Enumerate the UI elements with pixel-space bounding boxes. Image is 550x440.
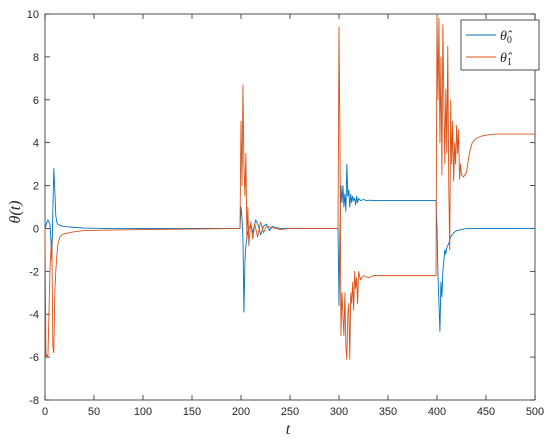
x-axis-label: t [286,421,291,438]
x-axis: 0 50 100 150 200 250 300 350 400 450 500 [42,14,544,418]
y-tick-label: 8 [33,52,39,64]
x-tick-label: 150 [183,406,201,418]
y-tick-label: 2 [33,181,39,193]
x-tick-label: 400 [428,406,446,418]
y-tick-label: -6 [29,352,39,364]
x-tick-label: 300 [330,406,348,418]
y-tick-label: -2 [29,266,39,278]
x-tick-label: 200 [232,406,250,418]
y-tick-label: 6 [33,95,39,107]
x-tick-label: 50 [88,406,100,418]
legend: θ̂0 θ̂1 [460,19,540,71]
series-line-0 [44,163,535,332]
x-tick-label: 0 [42,406,48,418]
x-tick-label: 350 [379,406,397,418]
y-axis-label: θ(t) [7,201,24,224]
x-tick-label: 450 [477,406,495,418]
series-layer [44,13,535,360]
plot-area [44,13,536,401]
legend-box [460,19,540,71]
x-tick-label: 500 [526,406,544,418]
y-axis: -8 -6 -4 -2 0 2 4 6 8 10 [27,9,535,407]
y-tick-label: 0 [33,223,39,235]
y-tick-label: -8 [29,395,39,407]
y-tick-label: 4 [33,138,39,150]
x-tick-label: 100 [134,406,152,418]
y-tick-label: -4 [29,309,39,321]
y-tick-label: 10 [27,9,39,21]
series-line-1 [44,13,535,360]
x-tick-label: 250 [281,406,299,418]
axes-frame [44,13,536,401]
